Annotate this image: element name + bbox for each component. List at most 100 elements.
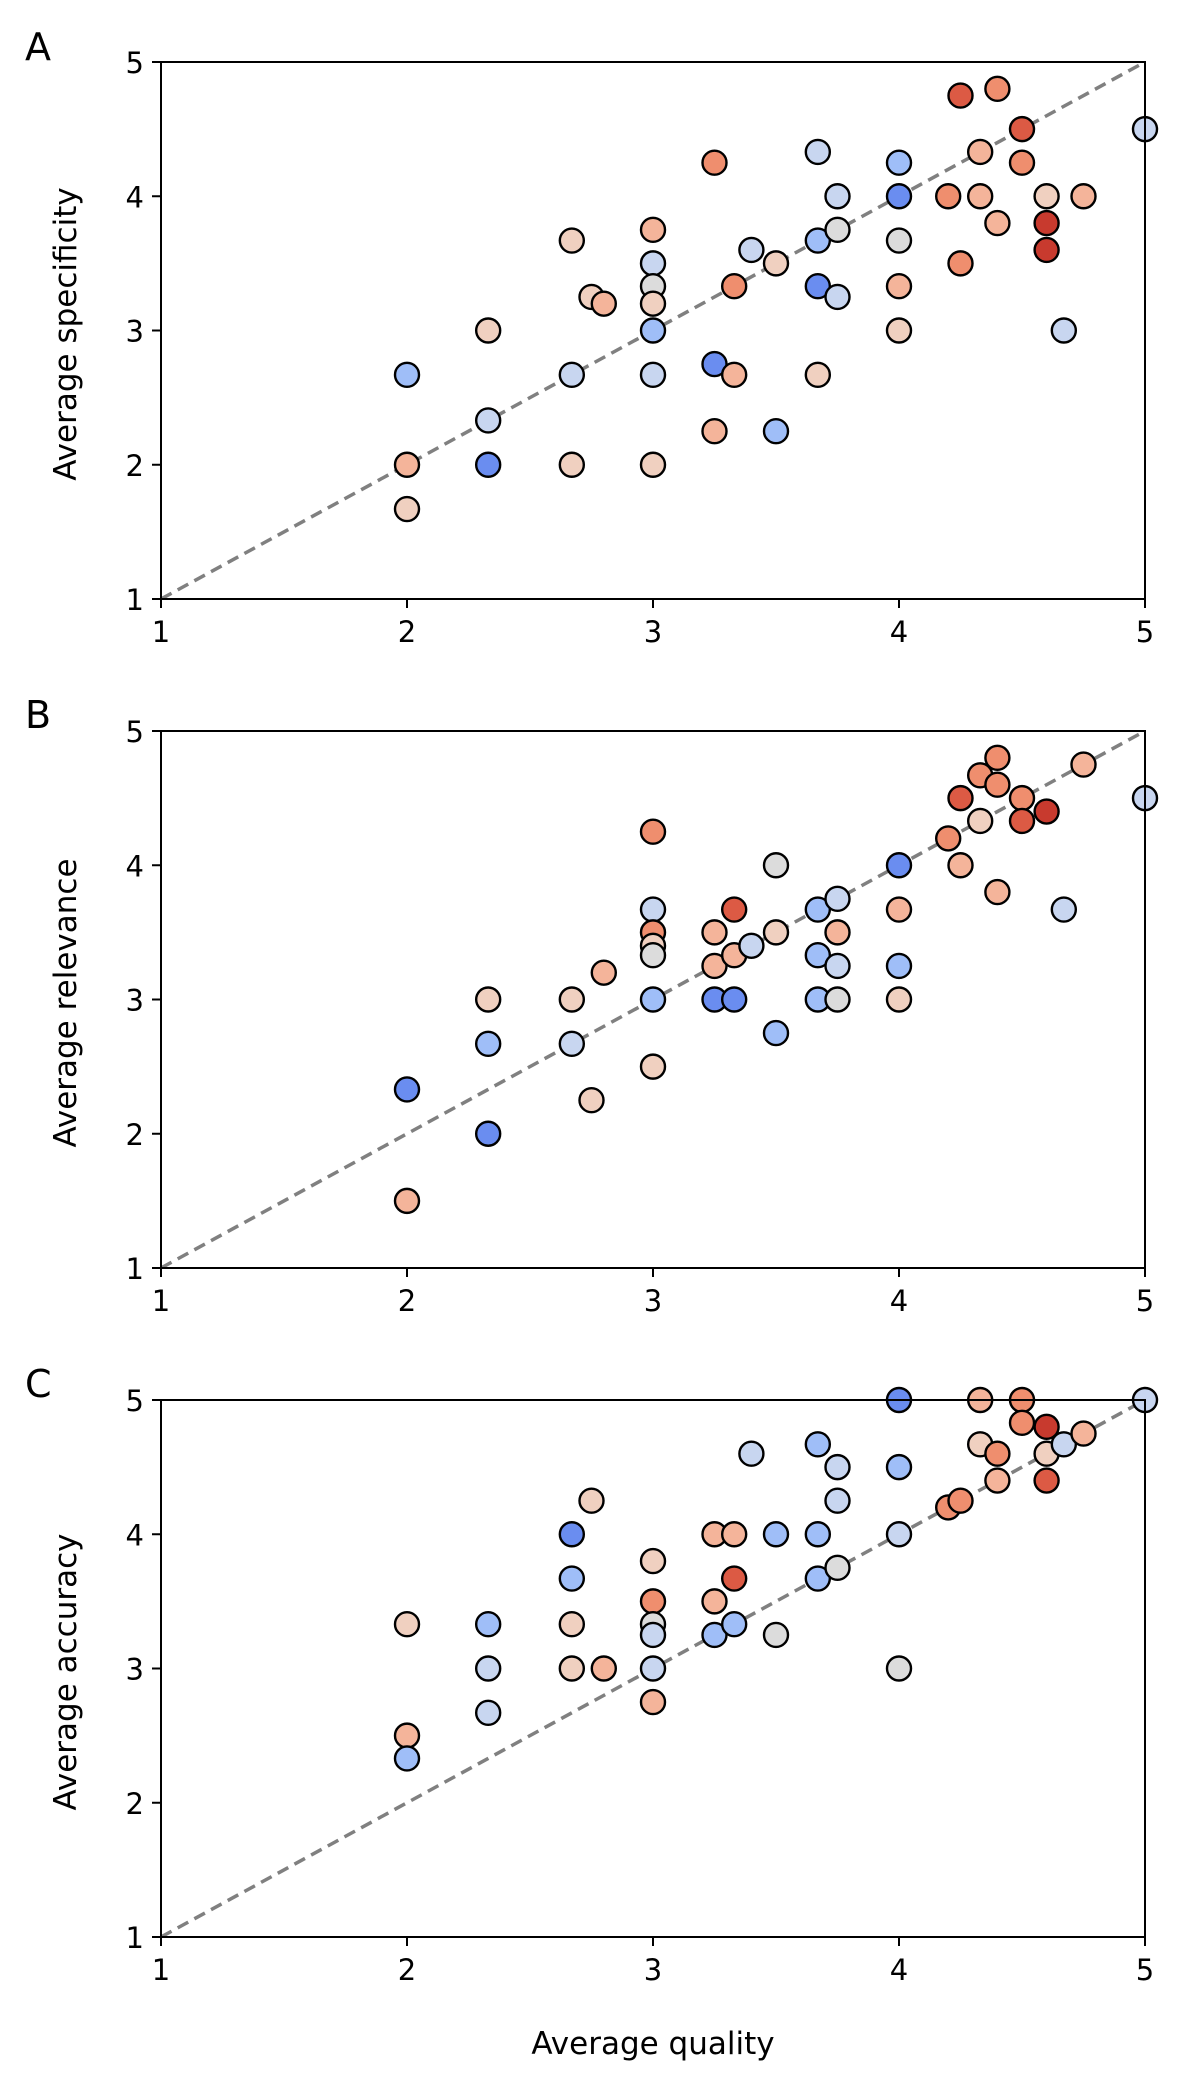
data-point: [885, 227, 913, 254]
panel-label: B: [25, 693, 51, 737]
data-point: [558, 1030, 586, 1058]
data-point: [1070, 183, 1097, 210]
data-point: [701, 1588, 728, 1615]
panel-specificity: A Average specificity 1 2 3 4 5 1 2 3 4 5: [25, 25, 1159, 649]
data-point: [885, 986, 913, 1013]
x-tick-label: 4: [890, 1953, 908, 1987]
data-point: [639, 986, 667, 1013]
data-point: [558, 361, 586, 389]
data-point: [701, 952, 728, 980]
data-point: [393, 1076, 421, 1103]
data-point: [762, 417, 790, 445]
data-point: [824, 1487, 851, 1514]
data-point: [1070, 751, 1097, 778]
x-tick-label: 4: [890, 615, 908, 649]
data-point: [474, 1610, 502, 1638]
data-point: [824, 1453, 851, 1481]
data-point: [966, 138, 994, 166]
x-tick-label: 3: [644, 1953, 662, 1987]
x-tick-label: 2: [398, 615, 416, 649]
data-point: [885, 952, 913, 980]
x-tick-label: 4: [890, 1284, 908, 1318]
y-tick-label: 3: [126, 315, 144, 349]
data-point: [558, 227, 586, 254]
data-point: [639, 1621, 667, 1649]
data-point: [590, 959, 617, 986]
data-point: [984, 771, 1011, 798]
data-point: [947, 852, 974, 879]
data-point: [935, 825, 962, 852]
data-point: [1050, 317, 1078, 344]
data-point: [984, 878, 1011, 906]
data-point: [639, 1053, 667, 1080]
data-point: [474, 317, 502, 344]
data-point: [474, 1655, 502, 1682]
data-point: [590, 1655, 617, 1682]
data-point: [720, 896, 748, 923]
y-tick-label: 5: [126, 1384, 144, 1418]
data-point: [639, 1655, 667, 1682]
data-point: [804, 272, 832, 300]
data-point: [1050, 896, 1078, 923]
y-tick-label: 3: [126, 984, 144, 1018]
panel-relevance: B Average relevance 1 2 3 4 5 1 2 3 4 5: [25, 693, 1159, 1318]
y-tick-label: 5: [126, 715, 144, 749]
data-point: [558, 1655, 586, 1682]
data-point: [639, 941, 667, 969]
data-point: [885, 1521, 913, 1548]
data-point: [474, 1030, 502, 1058]
data-point: [1008, 807, 1036, 835]
data-point: [762, 250, 790, 277]
data-point: [762, 1019, 790, 1047]
data-point: [639, 1688, 667, 1716]
data-point: [738, 932, 765, 959]
data-point: [701, 417, 728, 445]
data-point: [393, 1722, 421, 1749]
y-tick-label: 1: [126, 1921, 144, 1955]
data-point: [885, 317, 913, 344]
data-point: [558, 1521, 586, 1548]
data-point: [701, 919, 728, 946]
data-point: [762, 1521, 790, 1548]
data-point: [639, 818, 667, 845]
data-point: [393, 1610, 421, 1638]
data-point: [804, 227, 832, 254]
data-point: [639, 451, 667, 478]
data-point: [701, 149, 728, 176]
data-point: [590, 290, 617, 317]
data-point: [1008, 784, 1036, 812]
x-tick-label: 5: [1136, 1953, 1154, 1987]
panel-accuracy: C Average accuracy 1 2 3 4 5 1 2 3 4 5: [25, 1362, 1159, 1987]
data-point: [474, 407, 502, 434]
data-point: [701, 1621, 728, 1649]
y-tick-label: 2: [126, 1118, 144, 1152]
data-point: [885, 896, 913, 923]
data-point: [720, 361, 748, 389]
data-point: [639, 250, 667, 277]
data-point: [984, 1467, 1011, 1494]
data-point: [966, 183, 994, 210]
data-point: [824, 1554, 851, 1582]
data-point: [738, 1440, 765, 1467]
y-tick-label: 1: [126, 1252, 144, 1286]
data-point: [804, 1521, 832, 1548]
data-point: [885, 852, 913, 879]
data-point: [804, 941, 832, 969]
data-point: [824, 216, 851, 244]
data-point: [639, 216, 667, 244]
y-tick-label: 4: [126, 1518, 144, 1552]
data-point: [474, 1120, 502, 1147]
x-tick-label: 3: [644, 615, 662, 649]
data-point: [1008, 115, 1036, 143]
data-point: [720, 986, 748, 1013]
data-point: [804, 1565, 832, 1592]
data-point: [558, 986, 586, 1013]
panel-label: C: [25, 1362, 52, 1406]
y-tick-label: 2: [126, 449, 144, 483]
data-point: [762, 852, 790, 879]
data-point: [947, 784, 974, 812]
data-point: [393, 1187, 421, 1215]
data-point: [1033, 798, 1060, 825]
data-point: [558, 1610, 586, 1638]
y-axis-title: Average accuracy: [48, 1533, 84, 1810]
